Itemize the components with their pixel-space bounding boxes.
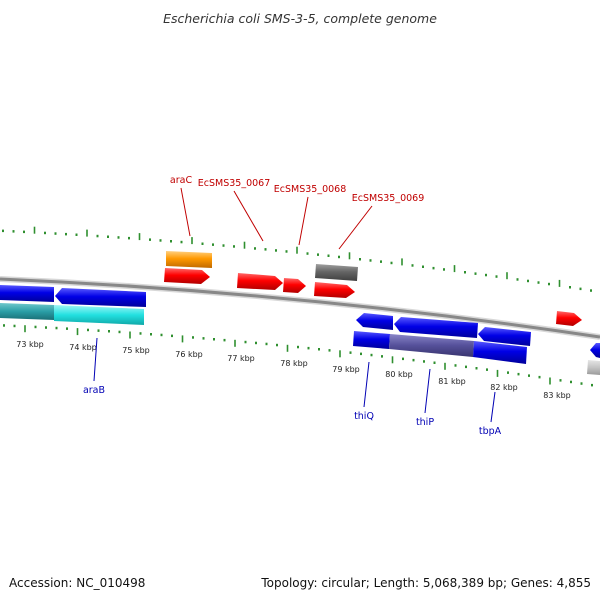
cds-feature-tbpa[interactable]	[478, 327, 531, 346]
cds-feature-arab[interactable]	[55, 288, 146, 307]
scale-label: 74 kbp	[69, 343, 97, 352]
cds-feature-ecsms35-0067[interactable]	[237, 273, 283, 290]
cds-feature-thip[interactable]	[394, 317, 478, 338]
inner-tick-ring	[3, 324, 593, 387]
outer-tick-ring	[2, 226, 592, 292]
gene-label-arab[interactable]: araB	[83, 385, 105, 396]
gene-label-thiq[interactable]: thiQ	[354, 411, 374, 422]
other-feature-right-edge[interactable]	[587, 360, 600, 375]
scale-labels: 73 kbp 74 kbp 75 kbp 76 kbp 77 kbp 78 kb…	[16, 340, 571, 400]
secondary-feature-left[interactable]	[0, 303, 54, 320]
gene-label-ecsms35-0068[interactable]: EcSMS35_0068	[274, 184, 347, 195]
cds-feature-right-edge[interactable]	[590, 343, 600, 358]
forward-strand-features	[164, 251, 582, 326]
label-leader	[93, 337, 98, 382]
secondary-feature-tbpa[interactable]	[473, 341, 527, 364]
label-leader	[424, 368, 431, 414]
secondary-feature-thip[interactable]	[389, 334, 474, 357]
scale-label: 73 kbp	[16, 340, 44, 349]
other-feature[interactable]	[315, 264, 358, 281]
secondary-feature-thiq[interactable]	[353, 331, 390, 349]
scale-label: 82 kbp	[490, 383, 518, 392]
scale-label: 75 kbp	[122, 346, 150, 355]
gene-label-thip[interactable]: thiP	[416, 417, 434, 428]
gene-label-tbpa[interactable]: tbpA	[479, 426, 502, 437]
cds-feature-ecsms35-0069[interactable]	[314, 282, 355, 298]
label-leader	[233, 190, 264, 242]
cds-feature-arac[interactable]	[164, 268, 210, 284]
label-leader	[490, 391, 496, 423]
scale-label: 76 kbp	[175, 350, 203, 359]
map-title: Escherichia coli SMS-3-5, complete genom…	[163, 11, 437, 26]
scale-label: 80 kbp	[385, 370, 413, 379]
cds-feature-left-1[interactable]	[0, 285, 54, 302]
reverse-strand-features	[0, 285, 600, 375]
label-leader	[363, 361, 370, 408]
reverse-gene-labels: araB thiQ thiP tbpA	[83, 337, 502, 437]
genome-backbone-line	[0, 277, 600, 339]
forward-gene-labels: araC EcSMS35_0067 EcSMS35_0068 EcSMS35_0…	[170, 175, 425, 250]
scale-label: 83 kbp	[543, 391, 571, 400]
label-leader	[180, 187, 191, 237]
accession-text: Accession: NC_010498	[9, 576, 145, 590]
gene-label-ecsms35-0069[interactable]: EcSMS35_0069	[352, 193, 425, 204]
scale-label: 81 kbp	[438, 377, 466, 386]
cds-feature-ecsms35-0068[interactable]	[283, 278, 306, 293]
cds-feature-right[interactable]	[556, 311, 582, 326]
label-leader	[338, 205, 373, 250]
label-leader	[298, 196, 309, 246]
cds-feature-thiq[interactable]	[356, 313, 393, 330]
genome-summary-text: Topology: circular; Length: 5,068,389 bp…	[260, 576, 591, 590]
secondary-feature-arab[interactable]	[54, 305, 144, 325]
rna-feature[interactable]	[166, 251, 212, 268]
scale-label: 78 kbp	[280, 359, 308, 368]
gene-label-ecsms35-0067[interactable]: EcSMS35_0067	[198, 178, 271, 189]
gene-label-arac[interactable]: araC	[170, 175, 193, 186]
scale-label: 77 kbp	[227, 354, 255, 363]
scale-label: 79 kbp	[332, 365, 360, 374]
